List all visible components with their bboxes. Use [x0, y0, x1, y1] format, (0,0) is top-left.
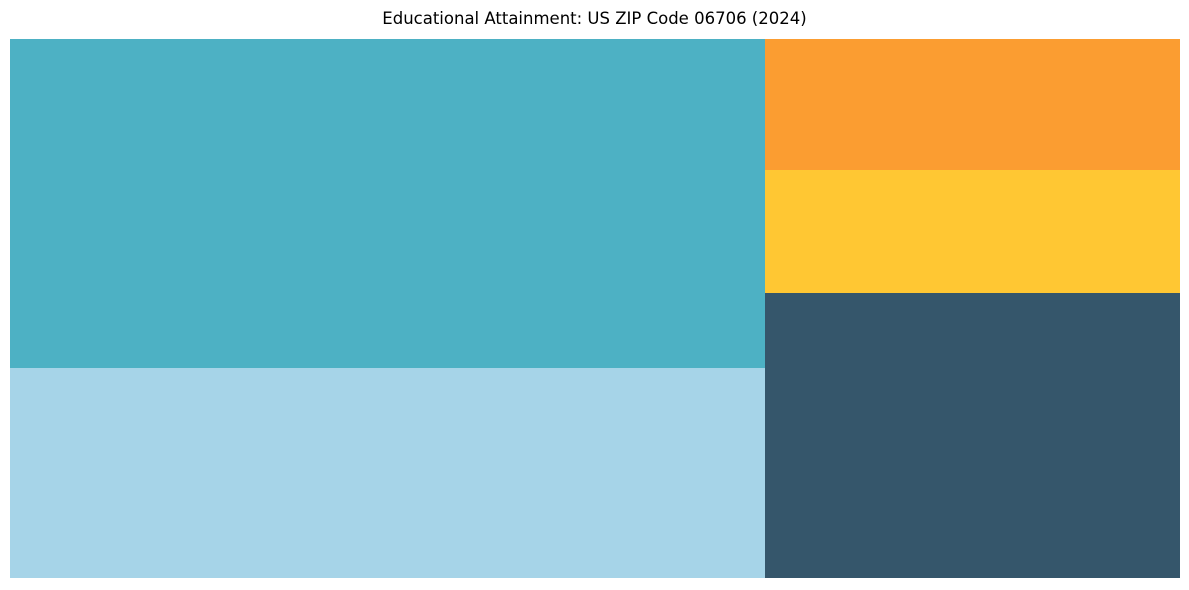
treemap-cell-orange[interactable]: [765, 39, 1180, 170]
treemap-cell-teal[interactable]: [10, 39, 765, 368]
treemap-cell-dark-slate[interactable]: [765, 292, 1180, 578]
chart-title: Educational Attainment: US ZIP Code 0670…: [382, 9, 807, 28]
treemap: [10, 39, 1180, 578]
treemap-cell-light-blue[interactable]: [10, 368, 765, 578]
treemap-cell-yellow[interactable]: [765, 169, 1180, 293]
